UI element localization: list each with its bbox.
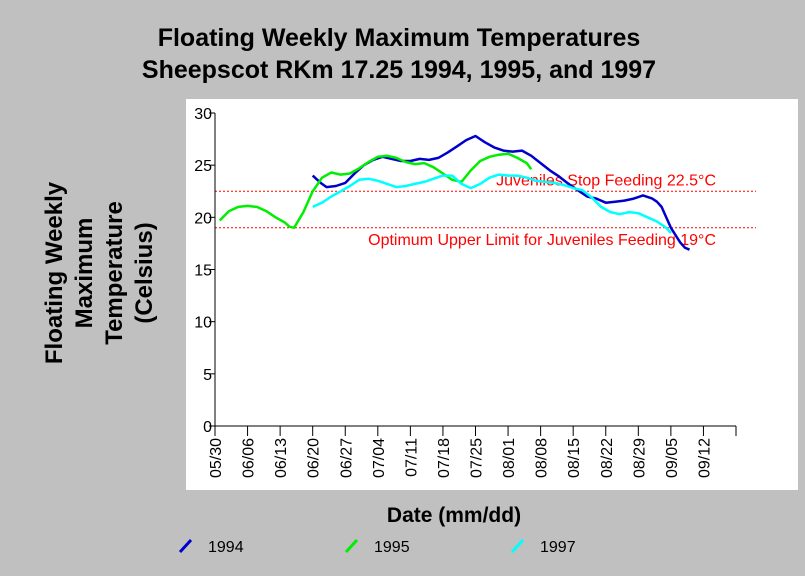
y-axis-label-line-3: Temperature [101, 201, 128, 345]
chart-subtitle: Sheepscot RKm 17.25 1994, 1995, and 1997 [142, 56, 656, 84]
y-tick-label: 15 [194, 263, 212, 280]
legend-swatch-1997 [510, 538, 525, 554]
x-tick-label: 08/01 [501, 438, 518, 478]
series-lines [218, 134, 691, 251]
series-line-1995 [218, 152, 533, 230]
y-tick-label: 10 [194, 315, 212, 332]
y-tick-label: 25 [194, 158, 212, 175]
x-tick-label: 07/25 [469, 438, 486, 478]
y-tick-label: 5 [203, 367, 212, 384]
x-tick-label: 05/30 [208, 438, 225, 478]
x-tick-label: 07/04 [371, 438, 388, 478]
y-tick-label: 20 [194, 210, 212, 227]
legend-label-1995: 1995 [374, 539, 410, 556]
x-tick-label: 08/08 [534, 438, 551, 478]
y-axis-label-line-2: Maximum [71, 218, 98, 329]
y-axis-label-line-1: Floating Weekly [41, 181, 68, 364]
chart-title: Floating Weekly Maximum Temperatures [158, 24, 641, 52]
legend-label-1994: 1994 [208, 539, 244, 556]
x-tick-label: 07/11 [403, 438, 420, 477]
x-tick-label: 08/22 [599, 438, 616, 478]
legend-swatch-1995 [344, 538, 359, 554]
x-tick-label: 08/29 [631, 438, 648, 478]
reference-line-label: Optimum Upper Limit for Juveniles Feedin… [368, 232, 716, 249]
reference-lines: Juveniles Stop Feeding 22.5°C Optimum Upp… [215, 172, 756, 249]
series-line-1997 [312, 173, 672, 234]
legend: 1994 1995 1997 [178, 538, 576, 556]
axes: 0 5 10 15 20 25 30 05/30 06/06 06/13 06/20 06/27 07/… [194, 106, 737, 478]
y-axis-label-line-4: (Celsius) [131, 222, 158, 323]
plot-area [186, 99, 798, 490]
x-tick-label: 06/06 [241, 438, 258, 478]
x-tick-label: 06/20 [306, 438, 323, 478]
x-tick-label: 09/12 [696, 438, 713, 478]
x-axis-label: Date (mm/dd) [387, 504, 521, 527]
y-tick-label: 30 [194, 106, 212, 123]
x-tick-label: 09/05 [664, 438, 681, 478]
x-tick-label: 07/18 [436, 438, 453, 478]
x-tick-label: 08/15 [566, 438, 583, 478]
legend-label-1997: 1997 [540, 539, 576, 556]
y-axis-label: Floating Weekly Maximum Temperature (Cel… [41, 181, 158, 364]
reference-line-label: Juveniles Stop Feeding 22.5°C [496, 172, 716, 189]
legend-swatch-1994 [178, 538, 193, 554]
x-tick-label: 06/13 [273, 438, 290, 478]
y-tick-label: 0 [203, 419, 212, 436]
x-tick-label: 06/27 [338, 438, 355, 478]
